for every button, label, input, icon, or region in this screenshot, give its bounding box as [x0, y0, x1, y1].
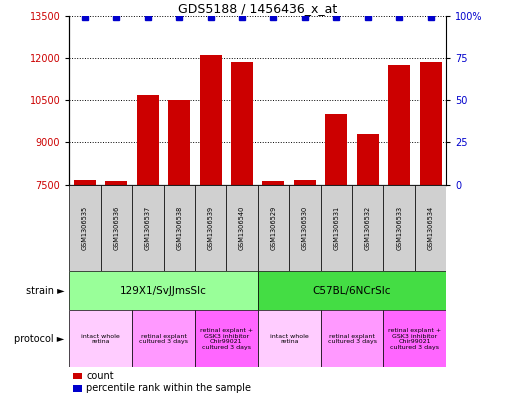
Bar [73, 385, 83, 392]
Bar [101, 185, 132, 271]
Bar [357, 134, 379, 393]
Text: retinal explant
cultured 3 days: retinal explant cultured 3 days [139, 334, 188, 344]
Text: retinal explant
cultured 3 days: retinal explant cultured 3 days [327, 334, 377, 344]
Text: GSM1306539: GSM1306539 [208, 206, 213, 250]
Bar [164, 185, 195, 271]
Bar [168, 100, 190, 393]
Title: GDS5188 / 1456436_x_at: GDS5188 / 1456436_x_at [178, 2, 338, 15]
Bar [226, 185, 258, 271]
Text: intact whole
retina: intact whole retina [81, 334, 120, 344]
Bar [200, 55, 222, 393]
Bar [73, 373, 83, 379]
Bar [258, 185, 289, 271]
Bar [383, 185, 415, 271]
Bar [105, 181, 127, 393]
Bar [388, 65, 410, 393]
Text: strain ►: strain ► [26, 286, 64, 296]
Text: intact whole
retina: intact whole retina [270, 334, 309, 344]
Bar [132, 310, 195, 367]
Text: 129X1/SvJJmsSlc: 129X1/SvJJmsSlc [120, 286, 207, 296]
Text: GSM1306536: GSM1306536 [113, 206, 120, 250]
Text: protocol ►: protocol ► [14, 334, 64, 344]
Bar [415, 185, 446, 271]
Bar [132, 185, 164, 271]
Bar [321, 310, 383, 367]
Text: percentile rank within the sample: percentile rank within the sample [86, 384, 251, 393]
Text: C57BL/6NCrSlc: C57BL/6NCrSlc [313, 286, 391, 296]
Bar [69, 185, 101, 271]
Text: GSM1306533: GSM1306533 [396, 206, 402, 250]
Bar [231, 62, 253, 393]
Bar [294, 180, 316, 393]
Bar [258, 310, 321, 367]
Text: count: count [86, 371, 114, 381]
Bar [325, 114, 347, 393]
Bar [420, 62, 442, 393]
Text: GSM1306529: GSM1306529 [270, 206, 277, 250]
Bar [69, 271, 258, 310]
Bar [195, 185, 226, 271]
Text: GSM1306535: GSM1306535 [82, 206, 88, 250]
Text: retinal explant +
GSK3 inhibitor
Chir99021
cultured 3 days: retinal explant + GSK3 inhibitor Chir990… [388, 328, 442, 350]
Bar [263, 181, 285, 393]
Bar [352, 185, 383, 271]
Bar [321, 185, 352, 271]
Text: GSM1306537: GSM1306537 [145, 206, 151, 250]
Text: GSM1306534: GSM1306534 [428, 206, 433, 250]
Bar [289, 185, 321, 271]
Text: GSM1306532: GSM1306532 [365, 206, 371, 250]
Bar [69, 310, 132, 367]
Text: retinal explant +
GSK3 inhibitor
Chir99021
cultured 3 days: retinal explant + GSK3 inhibitor Chir990… [200, 328, 253, 350]
Bar [137, 95, 159, 393]
Text: GSM1306540: GSM1306540 [239, 206, 245, 250]
Text: GSM1306530: GSM1306530 [302, 206, 308, 250]
Text: GSM1306531: GSM1306531 [333, 206, 339, 250]
Bar [74, 180, 96, 393]
Text: GSM1306538: GSM1306538 [176, 206, 182, 250]
Bar [195, 310, 258, 367]
Bar [383, 310, 446, 367]
Bar [258, 271, 446, 310]
